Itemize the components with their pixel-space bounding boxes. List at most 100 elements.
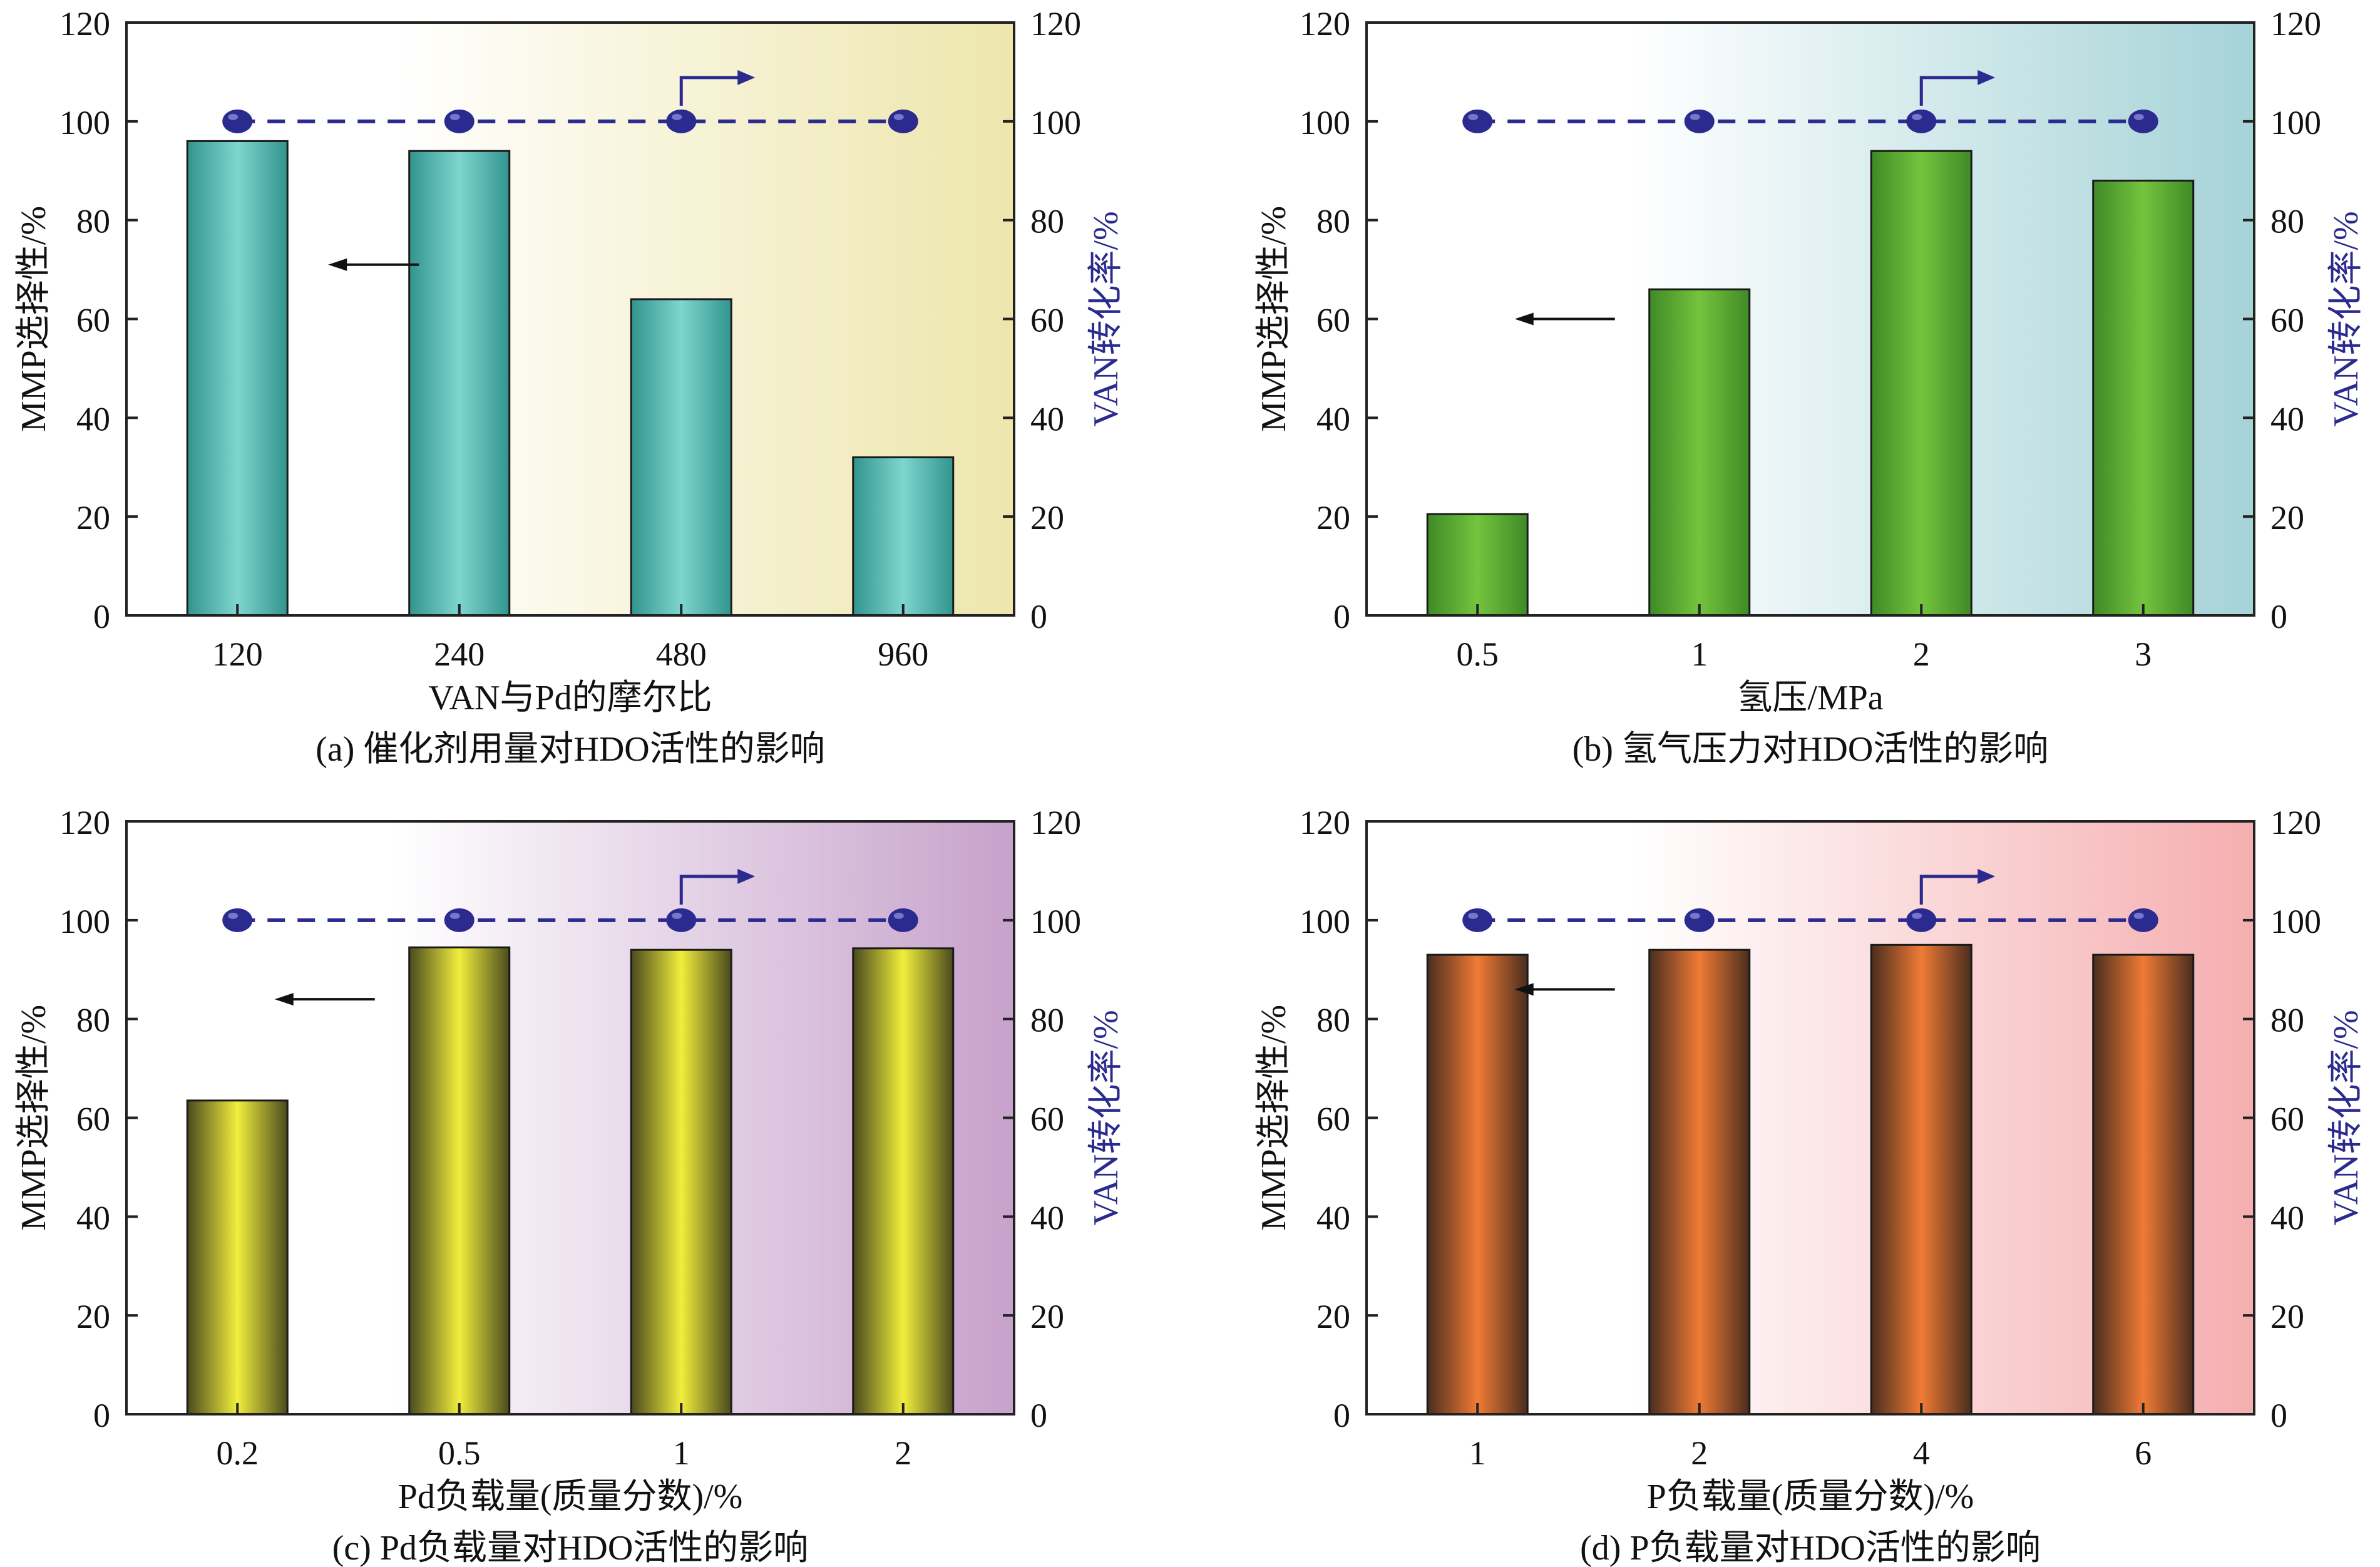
left-y-axis-label: MMP选择性/% — [14, 206, 53, 432]
left-tick-label: 20 — [76, 1298, 110, 1335]
conversion-point-1 — [1462, 908, 1493, 932]
panel-caption: (a) 催化剂用量对HDO活性的影响 — [315, 730, 824, 769]
left-tick-label: 100 — [1300, 104, 1350, 141]
chart-panel-d: 0 0 20 20 40 40 60 60 80 80 100 100 120 120 1 2 4 6 P负载量(质… — [1254, 804, 2366, 1567]
conversion-point-highlight — [893, 113, 904, 120]
bar-120 — [186, 140, 289, 617]
conversion-point-3 — [2128, 109, 2158, 133]
right-tick-label: 20 — [2270, 499, 2304, 537]
right-tick-label: 20 — [1030, 1298, 1064, 1335]
right-axis-arrow-head — [737, 868, 756, 884]
x-tick-label: 1 — [673, 1434, 690, 1472]
conversion-point-highlight — [449, 912, 460, 919]
right-tick-label: 80 — [2270, 203, 2304, 240]
right-y-axis-label: VAN转化率/% — [2327, 1010, 2366, 1225]
conversion-point-0.5 — [1462, 109, 1493, 133]
right-tick-label: 100 — [1030, 104, 1081, 141]
conversion-point-highlight — [1912, 113, 1922, 120]
left-tick-label: 0 — [93, 1397, 110, 1434]
bar-1 — [1426, 953, 1529, 1415]
right-tick-label: 100 — [1030, 903, 1081, 940]
bar-960 — [852, 456, 955, 617]
right-tick-label: 80 — [1030, 1002, 1064, 1039]
x-tick-label: 1 — [1691, 635, 1708, 673]
right-y-axis-label: VAN转化率/% — [1087, 1010, 1126, 1225]
x-tick-label: 4 — [1913, 1434, 1930, 1472]
left-tick-label: 60 — [1316, 302, 1350, 339]
right-tick-label: 40 — [1030, 1199, 1064, 1236]
conversion-point-highlight — [228, 113, 239, 120]
x-tick-label: 2 — [895, 1434, 911, 1472]
conversion-point-0.5 — [444, 908, 474, 932]
right-axis-arrow — [679, 875, 741, 905]
x-tick-label: 3 — [2135, 635, 2152, 673]
x-tick-label: 120 — [212, 635, 263, 673]
right-tick-label: 0 — [1030, 1397, 1047, 1434]
conversion-point-0.2 — [222, 908, 253, 932]
x-axis-label: Pd负载量(质量分数)/% — [398, 1477, 743, 1516]
right-tick-label: 100 — [2270, 104, 2321, 141]
right-axis-arrow — [1919, 875, 1981, 905]
right-tick-label: 100 — [2270, 903, 2321, 940]
right-tick-label: 0 — [2270, 1397, 2287, 1434]
right-tick-label: 120 — [2270, 5, 2321, 43]
conversion-point-highlight — [893, 912, 904, 919]
bar-6 — [2092, 953, 2195, 1415]
left-tick-label: 120 — [1300, 804, 1350, 841]
conversion-point-highlight — [228, 912, 239, 919]
conversion-point-highlight — [1912, 912, 1922, 919]
right-tick-label: 80 — [1030, 203, 1064, 240]
panel-caption: (d) P负载量对HDO活性的影响 — [1580, 1529, 2041, 1567]
left-tick-label: 60 — [76, 1101, 110, 1138]
left-tick-label: 60 — [76, 302, 110, 339]
bar-0.5 — [1426, 513, 1529, 617]
left-tick-label: 20 — [76, 499, 110, 537]
right-tick-label: 40 — [2270, 1199, 2304, 1236]
right-y-axis-label: VAN转化率/% — [2327, 211, 2366, 426]
right-tick-label: 40 — [2270, 400, 2304, 438]
right-tick-label: 20 — [2270, 1298, 2304, 1335]
left-y-axis-label: MMP选择性/% — [14, 1005, 53, 1231]
x-tick-label: 2 — [1913, 635, 1930, 673]
left-axis-arrow-head — [328, 258, 347, 271]
left-tick-label: 40 — [76, 1199, 110, 1236]
left-tick-label: 80 — [1316, 203, 1350, 240]
conversion-point-1 — [666, 908, 697, 932]
bar-1 — [1648, 288, 1751, 617]
conversion-point-480 — [666, 109, 697, 133]
x-tick-label: 240 — [434, 635, 485, 673]
bar-4 — [1870, 943, 1972, 1415]
right-tick-label: 0 — [1030, 598, 1047, 635]
right-tick-label: 120 — [1030, 804, 1081, 841]
chart-panel-c: 0 0 20 20 40 40 60 60 80 80 100 100 120 120 0.2 0.5 1 2 Pd… — [14, 804, 1126, 1567]
conversion-point-4 — [1906, 908, 1937, 932]
right-y-axis-label: VAN转化率/% — [1087, 211, 1126, 426]
left-tick-label: 40 — [1316, 1199, 1350, 1236]
right-tick-label: 40 — [1030, 400, 1064, 438]
conversion-point-highlight — [1690, 113, 1700, 120]
x-tick-label: 480 — [656, 635, 707, 673]
x-axis-label: 氢压/MPa — [1737, 679, 1883, 717]
left-tick-label: 0 — [1333, 1397, 1350, 1434]
bar-3 — [2092, 180, 2195, 617]
conversion-point-240 — [444, 109, 474, 133]
x-tick-label: 0.2 — [217, 1434, 259, 1472]
conversion-point-highlight — [672, 912, 682, 919]
left-tick-label: 80 — [76, 203, 110, 240]
conversion-point-highlight — [2133, 113, 2144, 120]
left-tick-label: 0 — [1333, 598, 1350, 635]
right-tick-label: 120 — [1030, 5, 1081, 43]
bar-1 — [630, 948, 732, 1415]
conversion-point-highlight — [1690, 912, 1700, 919]
panel-caption: (c) Pd负载量对HDO活性的影响 — [332, 1529, 809, 1567]
conversion-point-highlight — [1468, 912, 1479, 919]
x-tick-label: 2 — [1691, 1434, 1708, 1472]
left-axis-arrow-head — [1514, 312, 1534, 326]
right-axis-arrow — [679, 76, 741, 106]
x-axis-label: P负载量(质量分数)/% — [1647, 1477, 1974, 1516]
left-tick-label: 100 — [1300, 903, 1350, 940]
right-axis-arrow-head — [1977, 69, 1996, 85]
bar-480 — [630, 298, 732, 617]
x-tick-label: 6 — [2135, 1434, 2152, 1472]
right-axis-arrow-head — [1977, 868, 1996, 884]
